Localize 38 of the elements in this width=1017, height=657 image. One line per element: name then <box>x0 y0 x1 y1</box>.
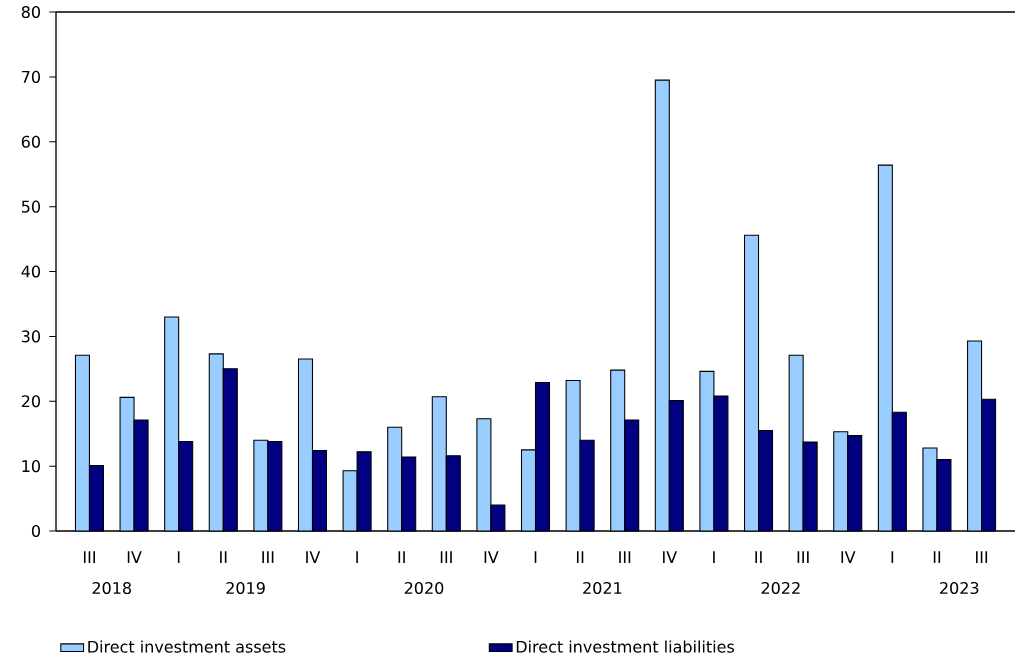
x-tick-label: IV <box>484 551 499 563</box>
text: 2020 <box>404 581 444 595</box>
y-tick-label: 0 <box>31 524 41 538</box>
x-tick-label: II <box>755 551 762 563</box>
y-tick-label: 60 <box>21 135 40 148</box>
x-tick-label: III <box>262 551 274 563</box>
legend-label: Direct investment assets <box>88 640 286 653</box>
x-tick-label: IV <box>841 551 856 563</box>
x-tick-label: I <box>891 551 894 563</box>
x-tick-label: I <box>177 551 180 563</box>
y-tick-label: 80 <box>21 5 40 19</box>
x-tick-label: I <box>356 551 358 563</box>
x-tick-label: III <box>797 551 809 563</box>
y-tick-label: 70 <box>22 70 40 83</box>
text: 2022 <box>761 581 800 595</box>
y-tick-label: 30 <box>21 330 40 343</box>
x-tick-label: II <box>220 551 227 563</box>
x-tick-label: IV <box>306 551 321 563</box>
text: 2023 <box>940 581 979 595</box>
y-tick-label: 50 <box>21 200 40 213</box>
x-tick-label: III <box>976 551 988 563</box>
y-tick-label: 10 <box>22 460 40 473</box>
x-tick-label: I <box>713 551 715 563</box>
y-tick-label: 40 <box>21 265 40 278</box>
x-tick-label: III <box>83 551 95 563</box>
text: 2019 <box>226 581 265 595</box>
x-tick-label: II <box>576 551 584 563</box>
x-tick-label: I <box>534 551 537 563</box>
x-tick-label: IV <box>663 551 678 563</box>
text: 2021 <box>583 581 622 595</box>
text: 2018 <box>92 581 131 595</box>
legend-label: Direct investment liabilities <box>516 640 735 653</box>
y-tick-label: 20 <box>21 395 40 408</box>
x-tick-label: III <box>440 551 452 563</box>
x-tick-label: II <box>398 551 405 563</box>
x-tick-label: III <box>619 551 631 563</box>
x-tick-label: IV <box>127 551 142 563</box>
x-tick-label: II <box>933 551 941 563</box>
